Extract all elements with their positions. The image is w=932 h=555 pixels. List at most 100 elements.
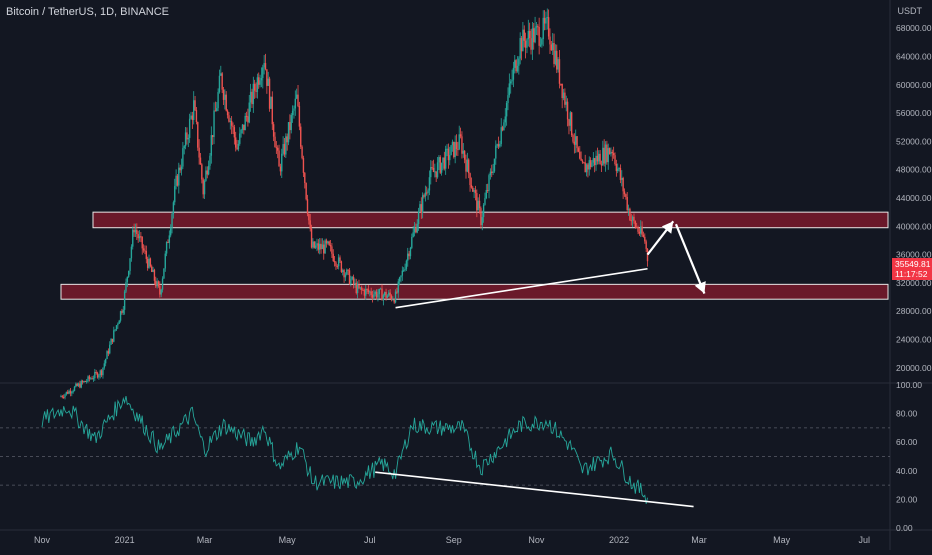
candle-body (274, 136, 276, 148)
candle-body (183, 146, 185, 149)
candle-body (193, 100, 195, 120)
candle-body (297, 94, 299, 107)
candle-body (462, 150, 464, 154)
candle-body (325, 240, 328, 244)
candle-body (617, 168, 619, 172)
rsi-tick-label: 80.00 (896, 409, 918, 419)
candle-body (434, 171, 436, 173)
candle-body (308, 213, 310, 221)
candle-body (608, 148, 611, 155)
candle-body (99, 370, 101, 376)
candle-body (117, 323, 119, 326)
candle-body (352, 276, 355, 285)
candle-body (291, 110, 294, 116)
candle-body (619, 167, 622, 180)
candle-body (310, 228, 313, 248)
candle-body (224, 94, 226, 100)
candle-body (278, 150, 280, 167)
candle-body (373, 294, 375, 298)
candle-body (344, 274, 347, 278)
candle-body (573, 141, 576, 145)
candle-body (79, 383, 81, 388)
candle-body (622, 178, 624, 192)
candle-body (270, 96, 272, 109)
candle-body (481, 217, 483, 226)
candle-body (347, 269, 349, 271)
candle-body (461, 136, 463, 154)
candle-body (459, 134, 462, 137)
candle-body (367, 289, 370, 292)
candle-body (316, 243, 318, 246)
candle-body (543, 17, 546, 24)
candle-body (176, 175, 179, 186)
candle-body (508, 83, 511, 96)
candle-body (342, 270, 344, 272)
candle-body (637, 227, 639, 232)
candle-body (159, 285, 161, 295)
time-tick-label: Mar (691, 535, 707, 545)
candle-body (447, 148, 450, 161)
candle-body (64, 394, 66, 398)
candle-body (156, 281, 158, 287)
candle-body (218, 75, 221, 93)
candle-body (430, 167, 432, 178)
candle-body (645, 241, 647, 249)
candle-body (255, 90, 257, 92)
candle-body (392, 299, 394, 301)
candle-body (305, 182, 307, 200)
candle-body (306, 199, 309, 214)
candle-body (621, 178, 623, 180)
candle-body (179, 167, 181, 171)
candle-body (629, 208, 631, 221)
candle-body (348, 270, 351, 284)
candle-body (468, 159, 470, 174)
price-tag-box (892, 258, 932, 280)
candle-body (510, 81, 512, 84)
candle-body (442, 157, 444, 163)
candle-body (277, 147, 279, 151)
candle-body (110, 338, 112, 345)
candle-body (587, 164, 589, 170)
candle-body (324, 240, 326, 254)
candle-body (592, 158, 595, 163)
candle-body (340, 261, 343, 272)
candle-body (568, 119, 570, 126)
candle-body (514, 60, 516, 68)
candle-body (634, 221, 637, 227)
candle-body (635, 226, 638, 228)
candle-body (222, 89, 225, 100)
candle-body (243, 124, 245, 131)
candle-body (240, 129, 242, 134)
candle-body (542, 17, 544, 40)
candle-body (201, 164, 203, 180)
candle-body (245, 115, 248, 117)
candle-body (126, 276, 129, 282)
candle-body (530, 38, 532, 50)
candle-body (321, 244, 324, 250)
candle-body (275, 147, 278, 149)
candle-body (495, 145, 497, 159)
candle-body (565, 101, 567, 105)
candle-body (569, 112, 572, 126)
candle-body (369, 291, 371, 293)
candle-body (285, 136, 287, 155)
candle-body (220, 73, 222, 76)
candle-body (511, 79, 513, 82)
candle-body (528, 31, 531, 39)
price-trendline (395, 267, 648, 309)
candle-body (602, 147, 604, 166)
candle-body (576, 136, 578, 149)
candle-body (455, 142, 458, 150)
candle-body (106, 351, 108, 360)
price-tick-label: 32000.00 (896, 278, 932, 288)
candle-body (329, 245, 332, 247)
candle-body (167, 241, 169, 243)
candle-body (384, 291, 386, 296)
candle-body (610, 151, 612, 155)
candle-body (470, 185, 473, 188)
candle-body (411, 236, 413, 248)
candle-body (570, 112, 573, 136)
candle-body (121, 311, 123, 313)
